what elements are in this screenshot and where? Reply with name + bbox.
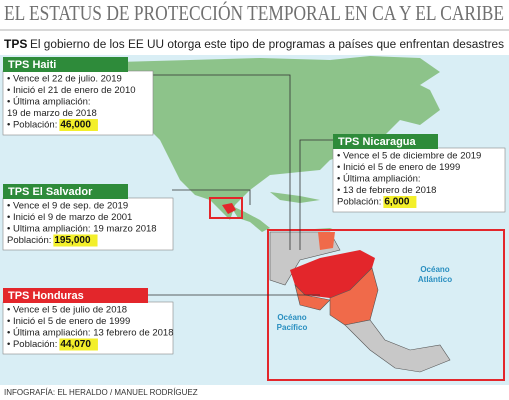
- box-header: [3, 288, 148, 303]
- subtitle: El gobierno de los EE UU otorga este tip…: [30, 39, 504, 51]
- population-highlight: [59, 119, 98, 131]
- box-item: • Vence el 22 de julio. 2019: [7, 74, 122, 85]
- population-highlight: [383, 196, 417, 208]
- box-item: • Última ampliación:: [7, 97, 91, 108]
- population-label: Población:: [7, 235, 51, 246]
- ocean-label: Océano: [420, 265, 449, 274]
- box-title: TPS Honduras: [8, 290, 84, 302]
- credit: INFOGRAFÍA: EL HERALDO / MANUEL RODRÍGUE…: [4, 388, 198, 397]
- land: [330, 56, 440, 85]
- el-salvador: [294, 284, 331, 311]
- population-label: • Población:: [7, 339, 57, 350]
- box-item: • Inició el 5 de enero de 1999: [7, 316, 130, 327]
- ocean-label: Pacífico: [277, 323, 308, 332]
- highlight-box: [209, 197, 243, 219]
- population-label: Población:: [337, 197, 381, 208]
- land: [270, 192, 320, 203]
- connector: [152, 74, 291, 250]
- box-item: • Ultima ampliación: 19 marzo 2018: [7, 224, 157, 235]
- ocean-label: Atlántico: [418, 275, 452, 284]
- population-value: 46,000: [60, 120, 91, 131]
- ocean-label: Océano: [277, 313, 306, 322]
- box-item: • Vence el 5 de diciembre de 2019: [337, 151, 481, 162]
- boxes: TPS Haiti• Vence el 22 de julio. 2019• I…: [2, 57, 506, 355]
- land: [344, 319, 451, 373]
- box-item: • Última ampliación: 13 febrero de 2018: [7, 328, 174, 339]
- nicaragua: [329, 267, 379, 326]
- box-item: • Vence el 5 de julio de 2018: [7, 305, 127, 316]
- box-item: • Inició el 21 de enero de 2010: [7, 85, 136, 96]
- box-item: • Inició el 9 de marzo de 2001: [7, 212, 132, 223]
- population-value: 195,000: [54, 235, 91, 246]
- title: EL ESTATUS DE PROTECCIÓN TEMPORAL EN CA …: [4, 1, 504, 25]
- population-value: 44,070: [60, 339, 91, 350]
- box-header: [3, 57, 128, 72]
- box-header: [3, 184, 128, 199]
- box-body: [332, 147, 506, 213]
- box-title: TPS Haiti: [8, 59, 56, 71]
- population-highlight: [53, 234, 98, 247]
- box-title: TPS Nicaragua: [338, 136, 417, 148]
- population-value: 6,000: [384, 197, 409, 208]
- box-title: TPS El Salvador: [8, 186, 93, 198]
- box-item: • Última ampliación:: [337, 174, 421, 185]
- box-item: • Inició el 5 de enero de 1999: [337, 162, 460, 173]
- honduras-mini: [222, 203, 236, 214]
- subtitle-tag: TPS: [4, 37, 27, 51]
- land: [230, 205, 270, 232]
- box-item: • 13 de febrero de 2018: [337, 185, 436, 196]
- box-item: 19 de marzo de 2018: [7, 108, 97, 119]
- population-highlight: [59, 338, 98, 351]
- box-item: • Vence el 9 de sep. de 2019: [7, 201, 128, 212]
- haiti-area: [318, 232, 335, 250]
- connector: [299, 139, 333, 250]
- box-header: [333, 134, 438, 149]
- connector: [172, 189, 251, 205]
- population-label: • Población:: [7, 120, 57, 131]
- land: [60, 58, 440, 220]
